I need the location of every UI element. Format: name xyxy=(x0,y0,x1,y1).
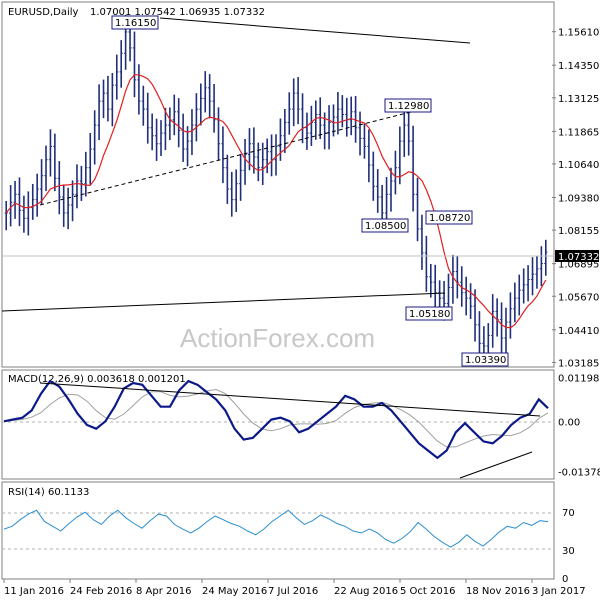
annotation-label: 1.12980 xyxy=(388,101,429,112)
rsi-path xyxy=(3,509,549,548)
current-price-tag-label: 1.07332 xyxy=(558,252,599,263)
dashed-trendline xyxy=(39,110,416,206)
price-tick-label: 1.15610 xyxy=(558,28,599,39)
price-tick-label: 1.08155 xyxy=(558,226,599,237)
rsi-axis-labels: 70 30 0 xyxy=(562,508,575,585)
date-tick-label: 22 Aug 2016 xyxy=(334,586,398,597)
price-panel-frame xyxy=(1,1,555,368)
macd-main-line xyxy=(3,379,549,460)
chart-header-symbol: EURUSD,Daily xyxy=(8,7,79,18)
price-tick-label: 1.14350 xyxy=(558,61,599,72)
support-trendline xyxy=(1,292,446,312)
date-tick-label: 5 Oct 2016 xyxy=(400,586,455,597)
annotation-label: 1.16150 xyxy=(115,18,156,29)
macd-axis-labels: 0.011982 0.00 -0.013788 xyxy=(558,374,600,479)
current-price-tag xyxy=(555,250,599,262)
date-tick-label: 11 Jan 2016 xyxy=(4,586,64,597)
rsi-title: RSI(14) 60.1133 xyxy=(8,487,89,498)
annotation-1-08720: 1.08720 xyxy=(425,210,473,225)
date-axis-labels: 11 Jan 2016 24 Feb 2016 8 Apr 2016 24 May 2… xyxy=(3,579,586,597)
moving-average-line xyxy=(5,74,547,329)
annotation-label: 1.03390 xyxy=(465,355,506,366)
macd-title: MACD(12,26,9) 0.003618 0.001201 xyxy=(8,374,186,385)
price-tick-label: 1.09380 xyxy=(558,194,599,205)
price-tick-label: 1.10640 xyxy=(558,160,599,171)
date-tick-label: 7 Jul 2016 xyxy=(268,586,318,597)
date-tick-label: 24 May 2016 xyxy=(202,586,267,597)
price-tick-label: 1.04410 xyxy=(558,326,599,337)
price-tick-label: 1.11865 xyxy=(558,127,599,138)
descending-trendline xyxy=(159,17,471,44)
price-tick-label: 1.05670 xyxy=(558,292,599,303)
rsi-tick-label: 30 xyxy=(562,546,575,557)
moving-average-path xyxy=(5,74,547,329)
annotation-1-05180: 1.05180 xyxy=(405,306,453,321)
price-tick-label: 1.13125 xyxy=(558,94,599,105)
price-tick-label: 1.06895 xyxy=(558,260,599,271)
rsi-tick-label: 70 xyxy=(562,508,575,519)
annotation-1-03390: 1.03390 xyxy=(461,352,509,367)
watermark: ActionForex.com xyxy=(180,323,375,353)
annotation-1-16150: 1.16150 xyxy=(111,15,159,30)
annotation-label: 1.08720 xyxy=(429,213,470,224)
annotation-label: 1.05180 xyxy=(409,309,450,320)
macd-tick-label: 0.00 xyxy=(558,417,580,428)
macd-tick-label: -0.013788 xyxy=(558,468,600,479)
macd-lines xyxy=(3,379,549,460)
macd-signal-line xyxy=(3,388,549,448)
date-tick-label: 8 Apr 2016 xyxy=(136,586,191,597)
date-tick-label: 18 Nov 2016 xyxy=(466,586,530,597)
rsi-tick-label: 0 xyxy=(562,574,568,585)
rsi-line xyxy=(3,509,549,548)
rsi-panel-frame xyxy=(1,481,555,580)
annotation-1-12980: 1.12980 xyxy=(384,98,432,113)
macd-tick-label: 0.011982 xyxy=(558,374,600,385)
price-axis-labels: 1.15610 1.14350 1.13125 1.11865 1.10640 1.093… xyxy=(552,28,599,369)
date-tick-label: 24 Feb 2016 xyxy=(70,586,132,597)
annotation-1-08500: 1.08500 xyxy=(361,218,409,233)
price-bars xyxy=(4,14,548,364)
price-tick-label: 1.03185 xyxy=(558,358,599,369)
macd-panel-frame xyxy=(1,369,555,480)
macd-descending-trendline xyxy=(39,382,541,417)
date-tick-label: 3 Jan 2017 xyxy=(532,586,586,597)
annotation-label: 1.08500 xyxy=(365,221,406,232)
chart-header-ohlc: 1.07001 1.07542 1.06935 1.07332 xyxy=(90,7,265,18)
macd-rising-trendline xyxy=(459,451,533,479)
